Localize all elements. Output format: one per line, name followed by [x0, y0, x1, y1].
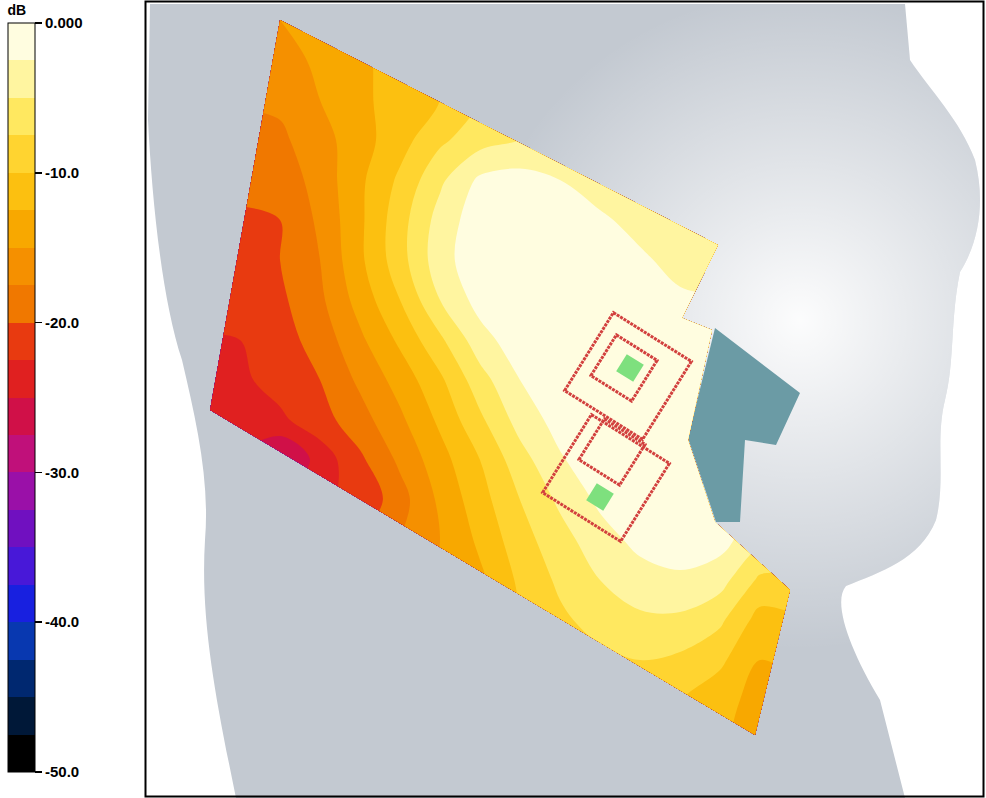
svg-text:-20.0: -20.0: [45, 314, 79, 331]
svg-text:-30.0: -30.0: [45, 464, 79, 481]
svg-text:dB: dB: [8, 2, 27, 18]
svg-text:-40.0: -40.0: [45, 613, 79, 630]
svg-text:-50.0: -50.0: [45, 763, 79, 780]
svg-text:-10.0: -10.0: [45, 164, 79, 181]
svg-text:0.000: 0.000: [45, 14, 83, 31]
